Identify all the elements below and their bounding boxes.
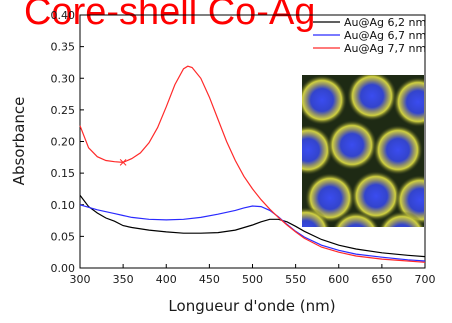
particle <box>347 75 397 121</box>
y-axis-title: Absorbance <box>10 97 28 186</box>
y-tick-label: 0.15 <box>51 167 76 180</box>
series-line-3 <box>79 65 426 263</box>
y-tick-label: 0.20 <box>51 136 76 149</box>
y-tick-label: 0.25 <box>51 104 76 117</box>
y-tick-label: 0.05 <box>51 230 76 243</box>
particle <box>373 125 423 175</box>
legend-label: Au@Ag 7,7 nm <box>344 42 426 55</box>
x-tick-label: 350 <box>113 273 134 286</box>
x-tick-label: 300 <box>70 273 91 286</box>
series-marker <box>119 159 127 166</box>
legend-label: Au@Ag 6,2 nm <box>344 16 426 29</box>
x-axis-title: Longueur d'onde (nm) <box>168 297 335 315</box>
particle <box>393 77 424 127</box>
legend-label: Au@Ag 6,7 nm <box>344 29 426 42</box>
y-tick-label: 0.00 <box>51 262 76 275</box>
particle <box>302 207 331 227</box>
x-axis: 300 350 400 450 500 550 600 650 700 <box>70 264 436 286</box>
x-tick-label: 450 <box>199 273 220 286</box>
particle <box>351 171 401 221</box>
y-tick-label: 0.40 <box>51 9 76 22</box>
particle <box>302 75 347 125</box>
particle <box>302 125 333 175</box>
particle <box>378 211 424 227</box>
y-axis: 0.00 0.05 0.10 0.15 0.20 0.25 0.30 0.35 0.40 <box>51 9 84 275</box>
x-tick-label: 550 <box>285 273 306 286</box>
series-line-1 <box>79 194 426 258</box>
x-tick-label: 650 <box>371 273 392 286</box>
y-tick-label: 0.30 <box>51 72 76 85</box>
x-tick-label: 400 <box>156 273 177 286</box>
x-tick-label: 700 <box>415 273 436 286</box>
x-tick-label: 600 <box>328 273 349 286</box>
tem-inset-image <box>302 75 424 227</box>
particle <box>332 211 380 227</box>
x-tick-label: 500 <box>242 273 263 286</box>
series-layer <box>79 65 426 263</box>
y-tick-label: 0.35 <box>51 41 76 54</box>
series-line-2 <box>79 204 426 262</box>
chart-title: Core-shell Co-Ag <box>24 0 315 33</box>
y-tick-label: 0.10 <box>51 199 76 212</box>
particle <box>327 120 377 170</box>
